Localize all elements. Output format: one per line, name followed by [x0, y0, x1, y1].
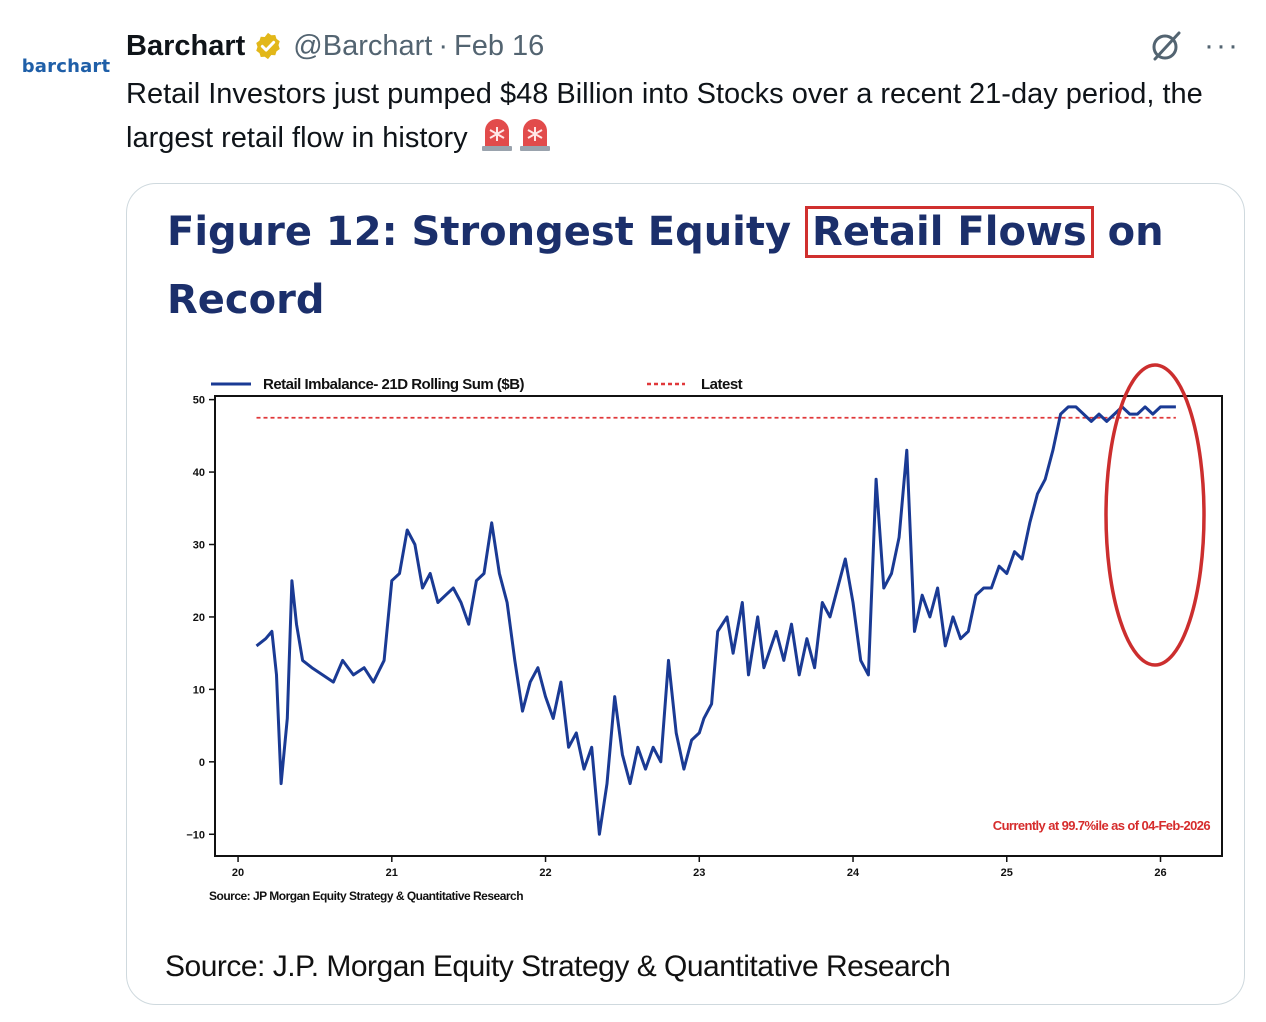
grok-icon[interactable]	[1148, 28, 1184, 64]
figure-title-pre: Figure 12: Strongest Equity	[167, 209, 806, 255]
x-tick-label: 24	[847, 867, 860, 879]
figure-title: Figure 12: Strongest Equity Retail Flows…	[167, 198, 1217, 334]
highlight-ellipse	[1104, 363, 1206, 667]
x-tick-label: 25	[1001, 867, 1013, 879]
tweet-body: Retail Investors just pumped $48 Billion…	[126, 78, 1203, 154]
y-tick-label: −10	[186, 829, 205, 841]
legend-label-retail: Retail Imbalance- 21D Rolling Sum ($B)	[263, 376, 525, 393]
post-date[interactable]: Feb 16	[454, 29, 545, 62]
x-tick-label: 21	[386, 867, 398, 879]
y-tick-label: 50	[193, 395, 205, 407]
siren-icon	[481, 119, 512, 151]
chart-lines	[211, 363, 1206, 836]
media-card[interactable]: Figure 12: Strongest Equity Retail Flows…	[126, 183, 1245, 1005]
y-tick-label: 20	[193, 612, 205, 624]
display-name[interactable]: Barchart	[126, 29, 246, 62]
chart-text: 50 40 30 20 10 0 −10 20 21 22 23 24 25 26 Retail Imbal…	[186, 376, 1211, 903]
y-tick-label: 30	[193, 540, 205, 552]
figure-title-post: on Record	[167, 209, 1164, 323]
retail-flows-chart: 50 40 30 20 10 0 −10 20 21 22 23 24 25 26 Retail Imbal…	[186, 363, 1223, 903]
more-icon[interactable]: ···	[1204, 29, 1240, 62]
y-tick-label: 40	[193, 467, 205, 479]
avatar-logo-text: barchart	[21, 55, 111, 77]
plot-frame	[214, 395, 1223, 857]
retail-imbalance-line	[255, 405, 1176, 836]
avatar[interactable]: barchart	[18, 40, 114, 92]
x-tick-label: 20	[232, 867, 244, 879]
header-actions: ···	[1148, 28, 1240, 64]
figure-source: Source: J.P. Morgan Equity Strategy & Qu…	[165, 950, 951, 983]
figure-title-highlight: Retail Flows	[805, 206, 1094, 258]
siren-icon	[519, 119, 550, 151]
x-tick-label: 22	[539, 867, 551, 879]
separator-dot: ·	[438, 29, 448, 62]
verified-badge-icon	[256, 32, 281, 60]
x-tick-label: 23	[693, 867, 705, 879]
y-tick-label: 0	[199, 757, 205, 769]
legend-label-latest: Latest	[701, 376, 743, 393]
chart-annotation: Currently at 99.7%ile as of 04-Feb-2026	[993, 818, 1211, 833]
y-tick-label: 10	[193, 684, 205, 696]
tweet-header: Barchart @Barchart · Feb 16 ···	[126, 26, 1246, 66]
chart-source-small: Source: JP Morgan Equity Strategy & Quan…	[209, 889, 523, 903]
x-tick-label: 26	[1154, 867, 1166, 879]
tweet-text: Retail Investors just pumped $48 Billion…	[126, 72, 1226, 160]
user-handle[interactable]: @Barchart	[293, 29, 433, 62]
chart-axes	[209, 395, 1223, 862]
